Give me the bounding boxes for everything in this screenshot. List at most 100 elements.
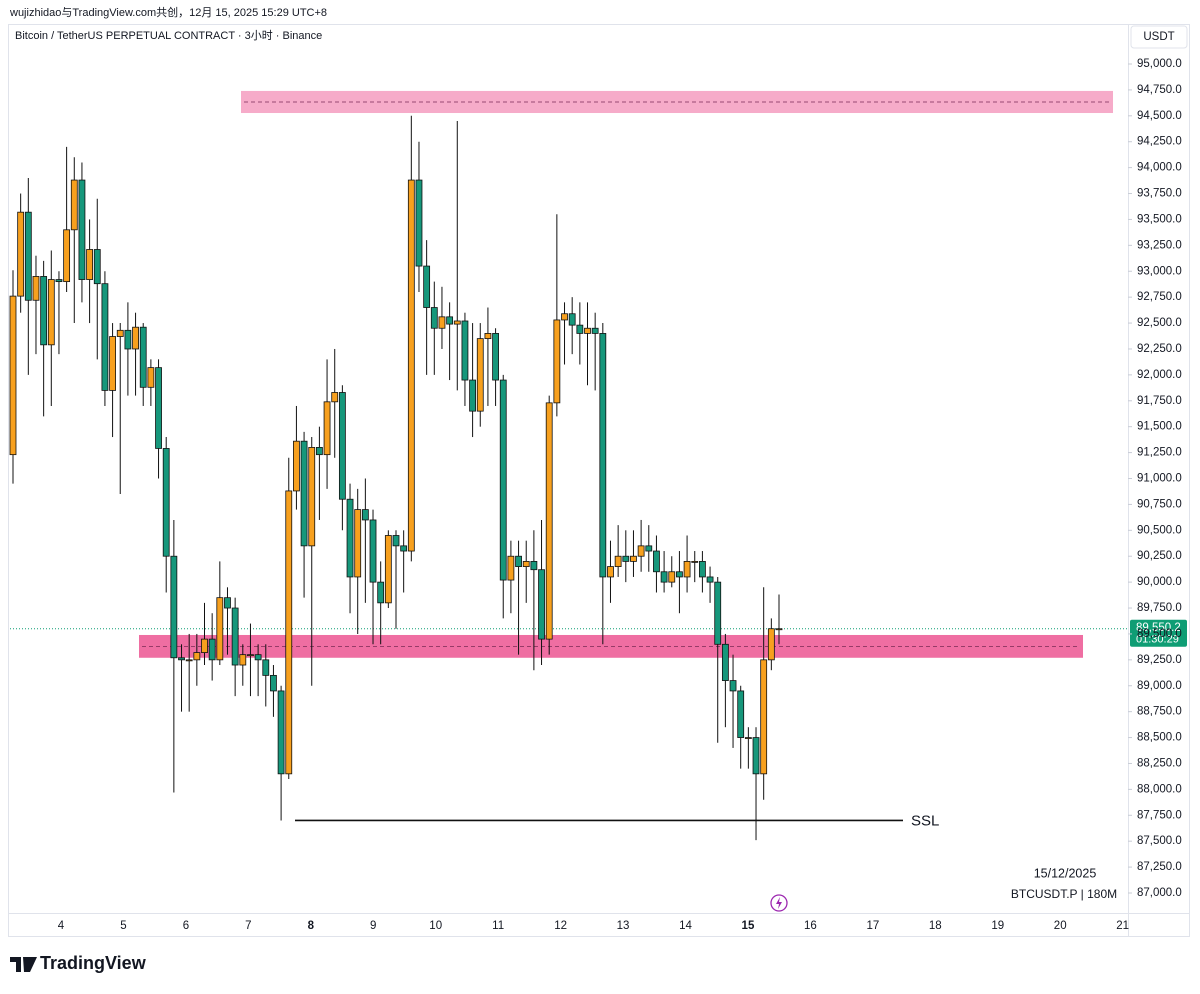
zones bbox=[10, 90, 1128, 658]
y-tick-label: 88,250.0 bbox=[1137, 758, 1182, 770]
y-tick-label: 90,000.0 bbox=[1137, 576, 1182, 588]
candle-body bbox=[369, 519, 377, 583]
candle-body bbox=[224, 597, 231, 609]
chart-frame bbox=[8, 24, 1190, 937]
candle-body bbox=[208, 638, 216, 661]
y-unit: USDT bbox=[1143, 31, 1174, 43]
candle-body bbox=[492, 333, 499, 381]
candle-body bbox=[116, 329, 124, 337]
candle-body bbox=[522, 560, 530, 567]
candle-body bbox=[377, 581, 385, 604]
candle-body bbox=[270, 674, 277, 692]
candle-body bbox=[315, 447, 323, 456]
candle-body bbox=[254, 654, 262, 661]
x-tick-label: 12 bbox=[554, 920, 567, 932]
unit-box bbox=[1130, 25, 1188, 49]
brand: TradingView bbox=[40, 953, 147, 973]
candle-body bbox=[775, 628, 783, 631]
candle-body bbox=[216, 597, 224, 661]
candle-body bbox=[576, 324, 584, 334]
candle-body bbox=[78, 179, 86, 280]
candle-body bbox=[676, 571, 683, 578]
candle-body bbox=[484, 333, 492, 340]
candle-body bbox=[545, 402, 553, 640]
candle-body bbox=[637, 545, 645, 557]
candle-body bbox=[354, 509, 362, 578]
candle-body bbox=[9, 295, 17, 456]
candle-body bbox=[285, 490, 293, 775]
x-tick-label: 16 bbox=[804, 920, 817, 932]
candle-body bbox=[384, 535, 392, 604]
candle-body bbox=[729, 680, 737, 692]
x-tick-label: 5 bbox=[120, 920, 126, 932]
event-bolt bbox=[776, 897, 782, 909]
x-tick-label: 8 bbox=[308, 920, 315, 932]
x-tick-label: 21 bbox=[1116, 920, 1129, 932]
candle-body bbox=[24, 211, 32, 301]
candle-body bbox=[300, 440, 308, 547]
x-tick-label: 6 bbox=[183, 920, 189, 932]
y-tick-label: 91,750.0 bbox=[1137, 395, 1182, 407]
x-tick-label: 17 bbox=[866, 920, 879, 932]
candle-body bbox=[101, 283, 109, 391]
y-tick-label: 87,000.0 bbox=[1137, 887, 1182, 899]
candle-body bbox=[40, 276, 48, 346]
candle-body bbox=[331, 392, 339, 403]
candle-body bbox=[239, 654, 247, 666]
y-tick-label: 87,750.0 bbox=[1137, 809, 1182, 821]
candle-body bbox=[308, 447, 316, 547]
candle-body bbox=[178, 657, 185, 661]
candle-body bbox=[17, 211, 25, 297]
y-tick-label: 91,250.0 bbox=[1137, 447, 1182, 459]
overlays: SSL 89,550.201:30:29 bbox=[295, 619, 1187, 829]
y-tick-label: 93,750.0 bbox=[1137, 188, 1182, 200]
candle-body bbox=[185, 659, 193, 662]
candle-body bbox=[132, 326, 139, 350]
candle-body bbox=[622, 555, 630, 562]
candle-body bbox=[63, 229, 71, 283]
candle-body bbox=[752, 737, 760, 775]
candle-body bbox=[714, 581, 722, 645]
y-tick-label: 87,250.0 bbox=[1137, 861, 1182, 873]
y-tick-label: 93,250.0 bbox=[1137, 239, 1182, 251]
candle-body bbox=[499, 379, 507, 581]
x-tick-label: 15 bbox=[742, 920, 755, 932]
candle-body bbox=[201, 638, 208, 653]
candle-body bbox=[392, 535, 400, 547]
candle-body bbox=[599, 333, 607, 578]
x-tick-label: 9 bbox=[370, 920, 376, 932]
candle-body bbox=[706, 576, 714, 583]
y-tick-label: 87,500.0 bbox=[1137, 835, 1182, 847]
candle-body bbox=[231, 607, 239, 666]
candle-body bbox=[247, 654, 254, 657]
candle-body bbox=[699, 560, 706, 578]
x-tick-label: 10 bbox=[429, 920, 442, 932]
candle-body bbox=[721, 643, 729, 681]
candle-body bbox=[262, 659, 270, 676]
symbol-label: BTCUSDT.P | 180M bbox=[1011, 887, 1117, 901]
candle-body bbox=[668, 571, 676, 583]
y-tick-label: 94,000.0 bbox=[1137, 162, 1182, 174]
candle-body bbox=[453, 320, 461, 325]
candle-body bbox=[277, 690, 285, 775]
candle-body bbox=[109, 336, 116, 391]
x-tick-label: 14 bbox=[679, 920, 692, 932]
candle-body bbox=[507, 555, 515, 581]
candle-body bbox=[515, 555, 522, 567]
y-tick-label: 94,750.0 bbox=[1137, 84, 1182, 96]
y-tick-label: 95,000.0 bbox=[1137, 58, 1182, 70]
candle-body bbox=[407, 179, 415, 552]
price-label: 89,550.2 bbox=[1136, 622, 1181, 634]
candle-body bbox=[86, 249, 93, 280]
x-tick-label: 7 bbox=[245, 920, 251, 932]
y-tick-label: 93,500.0 bbox=[1137, 213, 1182, 225]
candle-body bbox=[162, 448, 170, 557]
candle-body bbox=[584, 327, 591, 334]
y-tick-label: 91,500.0 bbox=[1137, 421, 1182, 433]
candle-body bbox=[683, 560, 691, 578]
candle-body bbox=[323, 401, 331, 456]
candle-body bbox=[430, 307, 438, 329]
y-tick-label: 90,500.0 bbox=[1137, 524, 1182, 536]
candle-body bbox=[660, 571, 668, 583]
